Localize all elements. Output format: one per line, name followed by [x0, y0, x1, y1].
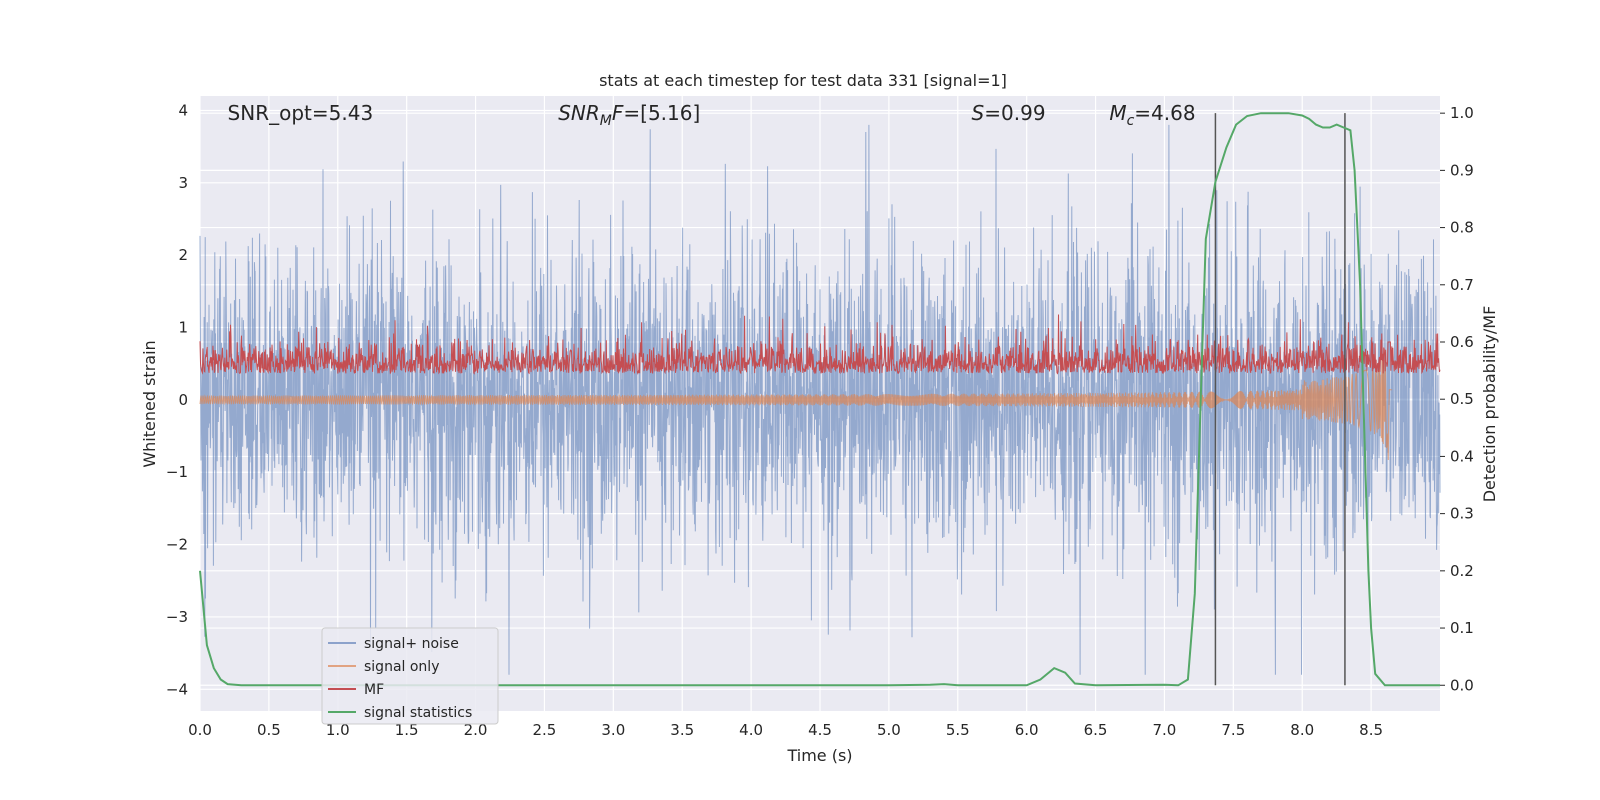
legend-label: MF [364, 682, 384, 698]
legend-label: signal only [364, 659, 439, 675]
x-tick-label: 5.0 [877, 721, 901, 739]
series-signal-only [199, 351, 1392, 461]
annotation-part: =[5.16] [623, 101, 700, 125]
y-axis-label-left: Whitened strain [140, 340, 159, 467]
x-tick-label: 4.5 [808, 721, 832, 739]
y-left-tick-label: −4 [166, 680, 188, 698]
y-right-tick-label: 0.5 [1450, 390, 1474, 408]
annotation-part: M [1109, 101, 1126, 125]
annotations: SNR_opt=5.43 SNRMF=[5.16] S=0.99 Mc=4.68 [228, 101, 1196, 129]
y-left-tick-label: −3 [166, 608, 188, 626]
y-left-tick-label: 0 [178, 391, 188, 409]
x-tick-label: 8.5 [1359, 721, 1383, 739]
legend: signal+ noise signal only MF signal statist… [321, 627, 499, 725]
x-tick-label: 6.5 [1084, 721, 1108, 739]
x-tick-label: 5.5 [946, 721, 970, 739]
y-left-tick-label: 1 [178, 319, 188, 337]
annotation-part: F [612, 101, 624, 125]
y-right-tick-label: 0.7 [1450, 276, 1474, 294]
series-signal-statistics [199, 112, 1440, 687]
y-left-tick-label: −2 [166, 536, 188, 554]
annotation-subscript: c [1127, 113, 1135, 129]
y-right-tick-label: 0.1 [1450, 619, 1474, 637]
y-left-tick-label: 3 [178, 174, 188, 192]
annotation-3: S=0.99 [972, 101, 1046, 125]
y-right-tick-label: 0.6 [1450, 333, 1474, 351]
annotation-2: SNRMF=[5.16] [558, 101, 700, 129]
y-right-tick-label: 0.4 [1450, 447, 1474, 465]
x-tick-label: 7.0 [1153, 721, 1177, 739]
annotation-part: =4.68 [1134, 101, 1195, 125]
y-left-tick-label: 4 [178, 101, 188, 119]
series-mf [199, 314, 1441, 375]
y-right-tick-label: 0.2 [1450, 562, 1474, 580]
y-right-tick-label: 1.0 [1450, 104, 1474, 122]
legend-label: signal+ noise [364, 636, 459, 652]
y-axis-label-right: Detection probability/MF [1480, 306, 1499, 503]
y-right-tick-label: 0.9 [1450, 161, 1474, 179]
annotation-part: S [972, 101, 985, 125]
y-right-tick-label: 0.3 [1450, 505, 1474, 523]
annotation-4: Mc=4.68 [1109, 101, 1195, 129]
x-tick-label: 1.5 [395, 721, 419, 739]
x-tick-label: 0.0 [188, 721, 212, 739]
annotation-subscript: M [600, 113, 612, 129]
x-tick-label: 2.0 [464, 721, 488, 739]
x-axis-label: Time (s) [786, 746, 852, 765]
x-tick-label: 3.0 [601, 721, 625, 739]
x-tick-label: 1.0 [326, 721, 350, 739]
annotation-1: SNR_opt=5.43 [228, 101, 374, 125]
tick-labels: 0.0 0.5 1.0 1.5 2.0 2.5 3.0 3.5 4.0 4.5 5.0 5.5 6.0 6… [166, 101, 1474, 739]
x-tick-label: 8.0 [1290, 721, 1314, 739]
y-left-tick-label: 2 [178, 246, 188, 264]
chart-title: stats at each timestep for test data 331… [599, 71, 1007, 90]
x-tick-label: 0.5 [257, 721, 281, 739]
annotation-part: SNR [558, 101, 600, 125]
x-tick-label: 6.0 [1015, 721, 1039, 739]
annotation-part: =0.99 [984, 101, 1045, 125]
x-tick-label: 2.5 [533, 721, 557, 739]
legend-box [321, 627, 499, 725]
y-right-tick-label: 0.0 [1450, 676, 1474, 694]
legend-label: signal statistics [364, 705, 472, 721]
series-layer [199, 112, 1441, 687]
x-tick-label: 3.5 [670, 721, 694, 739]
y-right-tick-label: 0.8 [1450, 219, 1474, 237]
series-signal-noise [199, 124, 1441, 675]
x-tick-label: 4.0 [739, 721, 763, 739]
y-left-tick-label: −1 [166, 463, 188, 481]
x-tick-label: 7.5 [1221, 721, 1245, 739]
